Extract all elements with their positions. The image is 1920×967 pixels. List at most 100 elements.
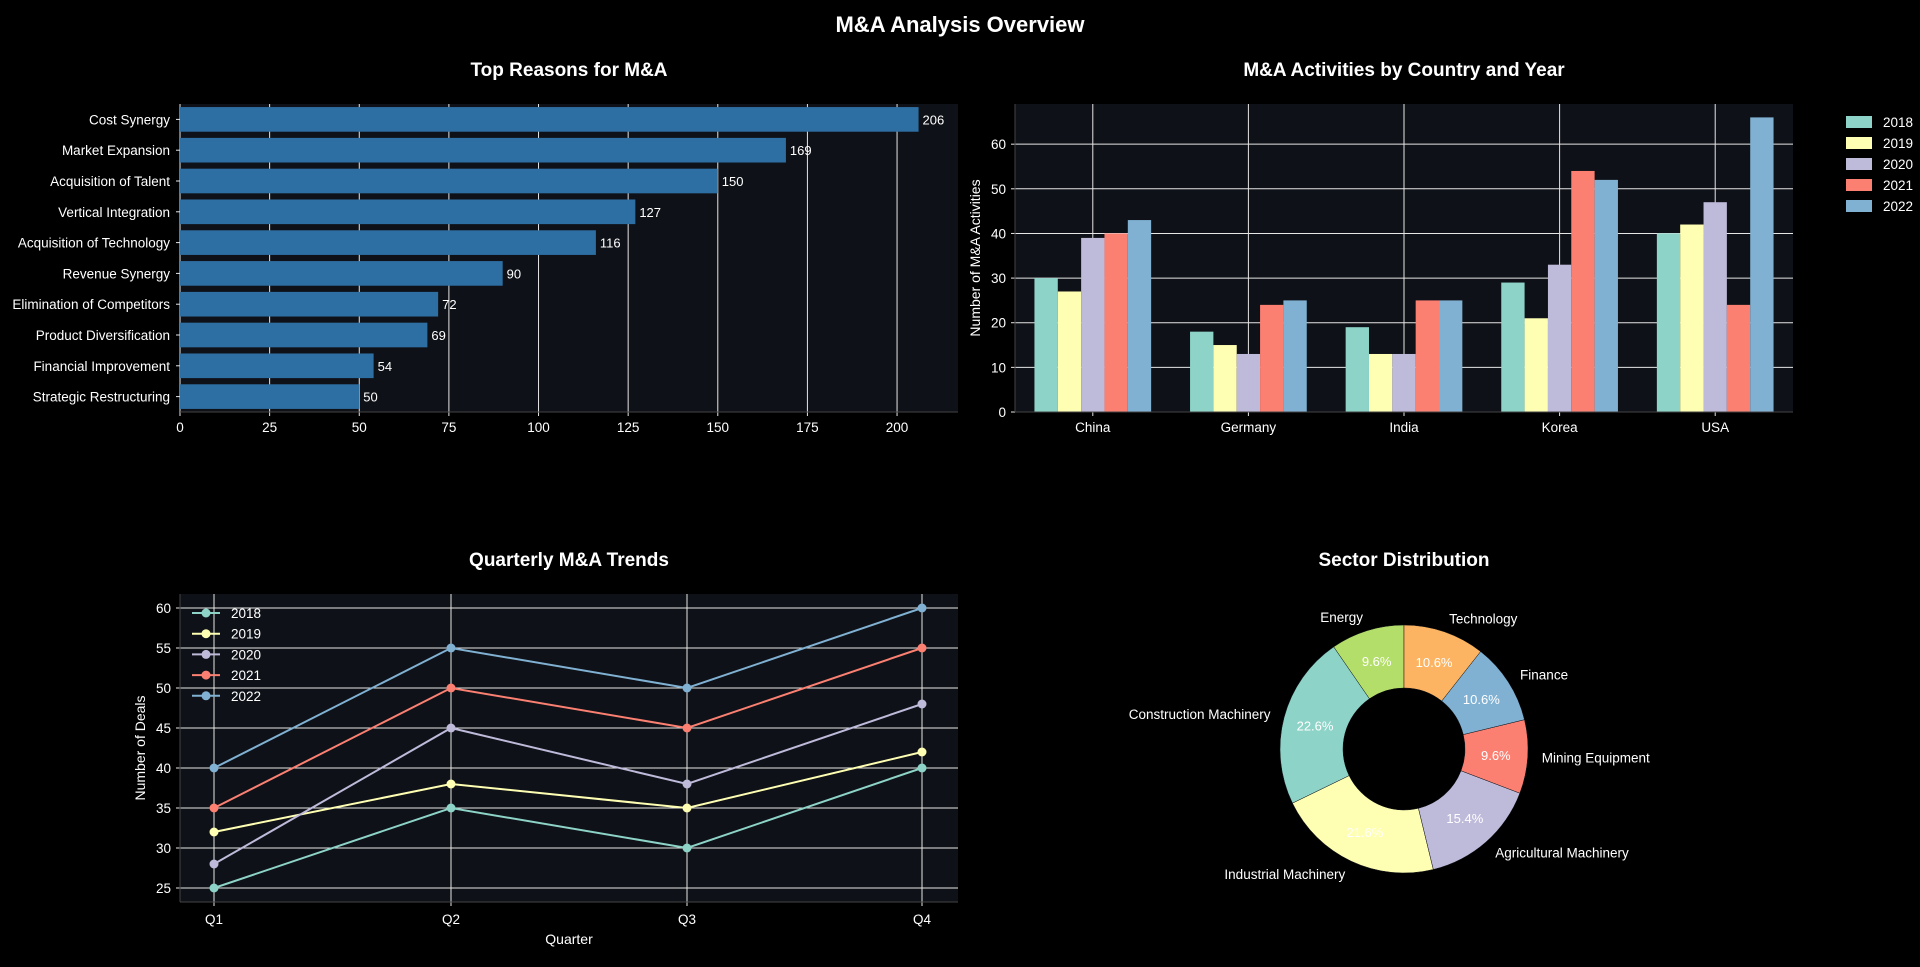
legend-swatch xyxy=(1846,158,1872,170)
bar xyxy=(1439,300,1463,412)
x-tick-label: Q4 xyxy=(913,912,932,927)
series-line xyxy=(213,703,923,865)
bar xyxy=(180,199,636,225)
bar xyxy=(1283,300,1307,412)
donut-slice xyxy=(1279,646,1370,804)
slice-label: Mining Equipment xyxy=(1542,751,1650,766)
bar-value-label: 116 xyxy=(600,236,621,251)
legend-marker xyxy=(201,649,211,659)
legend-label: 2020 xyxy=(1883,157,1913,172)
legend-swatch xyxy=(1846,179,1872,191)
legend-marker xyxy=(201,691,211,701)
bar xyxy=(180,291,439,317)
data-point xyxy=(446,779,456,789)
legend-swatch xyxy=(1846,116,1872,128)
legend-label: 2019 xyxy=(231,627,261,642)
bar xyxy=(180,107,919,132)
bar xyxy=(1594,179,1618,412)
slice-percent-label: 10.6% xyxy=(1463,692,1500,707)
bar xyxy=(1415,300,1440,412)
plot-area xyxy=(180,594,958,902)
series-line xyxy=(213,647,923,809)
bar xyxy=(1236,353,1261,412)
data-point xyxy=(682,843,692,853)
country-year-bar-chart: 0 10 20 30 40 50 60 China Germany India Korea USA 20… xyxy=(967,60,1913,435)
bar xyxy=(180,261,503,286)
x-tick-label: 50 xyxy=(352,420,367,435)
y-tick-label: 45 xyxy=(156,721,171,736)
y-tick-label: 60 xyxy=(991,137,1006,152)
bar-value-label: 90 xyxy=(507,266,521,281)
bar xyxy=(1750,117,1774,413)
slice-percent-label: 21.6% xyxy=(1346,825,1383,840)
series-line xyxy=(213,767,923,889)
bar-value-label: 206 xyxy=(923,112,945,127)
x-tick-label: Q1 xyxy=(205,912,223,927)
data-point xyxy=(682,779,692,789)
x-tick-label: 125 xyxy=(617,420,640,435)
y-tick-label: 0 xyxy=(998,405,1006,420)
x-tick-label: India xyxy=(1389,420,1419,435)
y-tick-label: Acquisition of Technology xyxy=(18,236,170,251)
y-tick-label: 40 xyxy=(991,226,1006,241)
x-tick-label: Germany xyxy=(1221,420,1277,435)
page-title: M&A Analysis Overview xyxy=(835,12,1085,37)
bar xyxy=(180,322,428,348)
y-tick-label: Acquisition of Talent xyxy=(50,174,170,189)
legend-label: 2018 xyxy=(1883,115,1913,130)
data-point xyxy=(682,723,692,733)
slice-label: Finance xyxy=(1520,667,1568,682)
bar xyxy=(1260,304,1284,412)
x-tick-label: China xyxy=(1075,420,1111,435)
slice-percent-label: 9.6% xyxy=(1481,748,1511,763)
bar xyxy=(1127,220,1152,412)
series-line xyxy=(213,751,923,833)
bar xyxy=(1547,264,1572,412)
slice-label: Construction Machinery xyxy=(1129,707,1271,722)
y-tick-label: Product Diversification xyxy=(36,328,170,343)
bar xyxy=(1726,304,1751,412)
data-point xyxy=(682,683,692,693)
y-tick-label: Vertical Integration xyxy=(58,205,170,220)
legend-label: 2022 xyxy=(1883,199,1913,214)
y-tick-label: 50 xyxy=(156,681,171,696)
y-tick-label: 10 xyxy=(991,360,1006,375)
data-point xyxy=(917,643,927,653)
slice-percent-label: 10.6% xyxy=(1416,655,1453,670)
slice-percent-label: 9.6% xyxy=(1362,654,1392,669)
y-tick-label: Market Expansion xyxy=(62,143,170,158)
donut-slice xyxy=(1403,624,1481,702)
bar-value-label: 169 xyxy=(790,143,812,158)
data-point xyxy=(209,803,219,813)
x-axis-label: Quarter xyxy=(545,931,593,947)
data-point xyxy=(682,803,692,813)
chart-title: M&A Activities by Country and Year xyxy=(1243,60,1565,81)
data-point xyxy=(917,603,927,613)
legend-swatch xyxy=(1846,137,1872,149)
x-tick-label: Q3 xyxy=(678,912,696,927)
data-point xyxy=(917,763,927,773)
x-tick-label: 200 xyxy=(886,420,909,435)
y-tick-label: 40 xyxy=(156,761,171,776)
legend-label: 2020 xyxy=(231,647,261,662)
legend-label: 2021 xyxy=(231,668,261,683)
y-tick-label: Elimination of Competitors xyxy=(12,297,170,312)
x-tick-label: 0 xyxy=(176,420,184,435)
x-tick-label: USA xyxy=(1701,420,1729,435)
series-line xyxy=(213,607,923,769)
bar xyxy=(1034,278,1058,412)
slice-percent-label: 22.6% xyxy=(1297,719,1334,734)
legend-marker xyxy=(201,670,211,680)
legend-label: 2018 xyxy=(231,606,261,621)
bar xyxy=(1501,282,1525,412)
bar xyxy=(180,168,718,194)
data-point xyxy=(917,747,927,757)
chart-title: Sector Distribution xyxy=(1318,550,1489,571)
bar xyxy=(1656,233,1681,412)
y-axis-label: Number of Deals xyxy=(132,695,148,800)
chart-title: Top Reasons for M&A xyxy=(470,60,667,81)
bar xyxy=(1524,318,1548,412)
bar-value-label: 150 xyxy=(722,174,744,189)
legend-marker xyxy=(201,608,211,618)
